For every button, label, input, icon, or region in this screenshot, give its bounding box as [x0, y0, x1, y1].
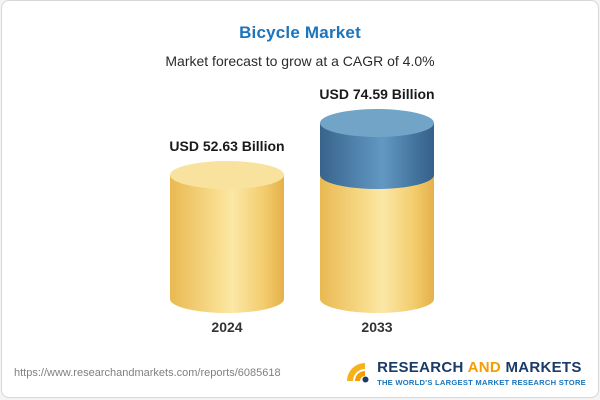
researchandmarkets-logo-icon [344, 358, 370, 389]
source-url: https://www.researchandmarkets.com/repor… [14, 367, 281, 379]
logo-word-research: RESEARCH [377, 359, 464, 377]
logo-wordmark: RESEARCH AND MARKETS [377, 359, 582, 376]
value-label-2033: USD 74.59 Billion [319, 86, 435, 102]
category-label-2033: 2033 [361, 319, 393, 335]
cylinder-2033-growth [320, 109, 434, 189]
logo-word-markets: MARKETS [505, 359, 582, 377]
logo-text: RESEARCH AND MARKETS THE WORLD'S LARGEST… [377, 359, 586, 387]
category-label-2024: 2024 [211, 319, 243, 335]
chart-header: Bicycle Market Market forecast to grow a… [2, 1, 598, 69]
chart-area: USD 52.63 Billion 2024 USD 74.59 Billion… [2, 73, 598, 335]
footer: https://www.researchandmarkets.com/repor… [2, 355, 598, 397]
chart-subtitle: Market forecast to grow at a CAGR of 4.0… [165, 53, 435, 69]
bar-2024: USD 52.63 Billion 2024 [169, 138, 285, 335]
bar-2033: USD 74.59 Billion 2033 [319, 86, 435, 335]
value-label-2024: USD 52.63 Billion [169, 138, 285, 154]
researchandmarkets-logo: RESEARCH AND MARKETS THE WORLD'S LARGEST… [344, 358, 586, 389]
logo-tagline: THE WORLD'S LARGEST MARKET RESEARCH STOR… [377, 377, 586, 387]
chart-title: Bicycle Market [239, 23, 361, 42]
logo-word-and: AND [467, 359, 501, 377]
cylinder-2033-base [320, 161, 434, 313]
cylinder-2024 [170, 161, 284, 313]
